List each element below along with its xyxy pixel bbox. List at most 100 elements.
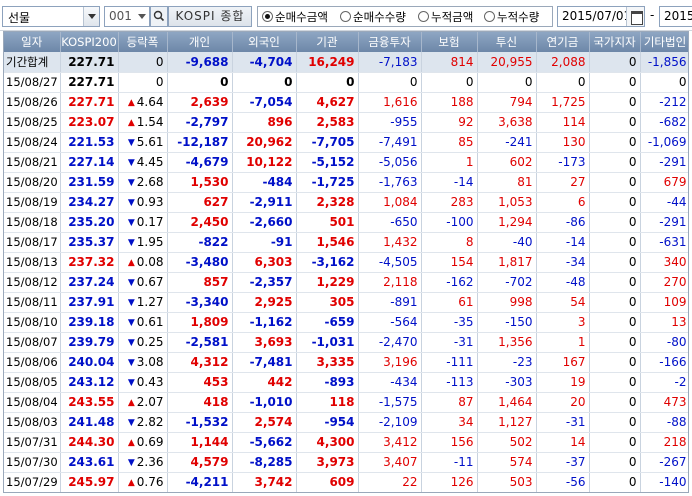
inst-cell: 2,583	[296, 112, 359, 133]
table-row[interactable]: 15/08/18 235.20 ▼ 0.17 2,450 -2,660 501 -650 -10…	[4, 212, 688, 233]
table-row[interactable]: 15/08/13 237.32 ▲ 0.08 -3,480 6,303 -3,162 -4,5…	[4, 252, 688, 273]
indiv-cell: 1,530	[167, 172, 233, 193]
market-select-value: 선물	[8, 11, 31, 25]
change-value: 3.08	[136, 355, 164, 369]
table-row[interactable]: 15/07/30 243.61 ▼ 2.36 4,579 -8,285 3,973 3,407…	[4, 452, 688, 473]
column-header[interactable]: 기타법인	[640, 32, 688, 52]
table-row[interactable]: 15/08/03 241.48 ▼ 2.82 -1,532 2,574 -954 -2,109…	[4, 412, 688, 433]
down-triangle-icon: ▼	[127, 418, 135, 428]
down-triangle-icon: ▼	[127, 198, 135, 208]
end-date-field[interactable]: 2015/	[659, 6, 692, 27]
table-row[interactable]: 15/08/10 239.18 ▼ 0.61 1,809 -1,162 -659 -564 -3…	[4, 312, 688, 333]
foreign-cell: 0	[232, 72, 297, 93]
table-row[interactable]: 15/07/29 245.97 ▲ 0.76 -4,211 3,742 609 22 126 50…	[4, 472, 688, 492]
indiv-cell: -4,679	[167, 152, 233, 173]
column-header[interactable]: 외국인	[232, 32, 297, 52]
table-row[interactable]: 15/08/20 231.59 ▼ 2.68 1,530 -484 -1,725 -1,763…	[4, 172, 688, 193]
calendar-icon[interactable]	[626, 7, 644, 26]
gov-cell: 0	[589, 132, 641, 153]
table-row[interactable]: 15/08/04 243.55 ▲ 2.07 418 -1,010 118 -1,575 87 1…	[4, 392, 688, 413]
ins-cell: -113	[421, 372, 478, 393]
inst-cell: 0	[296, 72, 359, 93]
table-row[interactable]: 15/08/21 227.14 ▼ 4.45 -4,679 10,122 -5,152 -5,…	[4, 152, 688, 173]
kospi-cell: 245.97	[60, 472, 119, 492]
gov-cell: 0	[589, 372, 641, 393]
ins-cell: -11	[421, 452, 478, 473]
other-cell: -140	[640, 472, 688, 492]
trust-cell: 1,053	[477, 192, 537, 213]
ins-cell: 34	[421, 412, 478, 433]
kospi-cell: 239.79	[60, 332, 119, 353]
radio-empty-icon	[484, 11, 495, 22]
chevron-down-icon[interactable]	[83, 7, 99, 26]
other-cell: 218	[640, 432, 688, 453]
foreign-cell: 3,742	[232, 472, 297, 492]
other-cell: -212	[640, 92, 688, 113]
trust-cell: 20,955	[477, 52, 537, 73]
fin-cell: -7,491	[358, 132, 422, 153]
gov-cell: 0	[589, 252, 641, 273]
table-row[interactable]: 15/08/24 221.53 ▼ 5.61 -12,187 20,962 -7,705 -7…	[4, 132, 688, 153]
pension-cell: 27	[536, 172, 590, 193]
date-cell: 15/08/03	[4, 412, 61, 433]
other-cell: 340	[640, 252, 688, 273]
period-total-row[interactable]: 기간합계 227.71 0 -9,688 -4,704 16,249 -7,183 814 20…	[4, 52, 688, 73]
investor-grid[interactable]: 일자 KOSPI200 등락폭 개인 외국인 기관 금융투자 보험 투신 연기금 국가지자 기타법인 …	[3, 31, 689, 493]
table-row[interactable]: 15/07/31 244.30 ▲ 0.69 1,144 -5,662 4,300 3,412…	[4, 432, 688, 453]
radio-net-buy-amount[interactable]: 순매수금액	[262, 9, 328, 25]
table-row[interactable]: 15/08/11 237.91 ▼ 1.27 -3,340 2,925 305 -891 61 9…	[4, 292, 688, 313]
table-row[interactable]: 15/08/12 237.24 ▼ 0.67 857 -2,357 1,229 2,118 -1…	[4, 272, 688, 293]
kospi-cell: 227.14	[60, 152, 119, 173]
column-header[interactable]: 국가지자	[589, 32, 641, 52]
column-header[interactable]: 금융투자	[358, 32, 422, 52]
kospi-cell: 241.48	[60, 412, 119, 433]
table-row[interactable]: 15/08/07 239.79 ▼ 0.25 -2,581 3,693 -1,031 -2,4…	[4, 332, 688, 353]
change-value: 2.68	[136, 175, 164, 189]
gov-cell: 0	[589, 472, 641, 492]
fin-cell: 3,407	[358, 452, 422, 473]
foreign-cell: -4,704	[232, 52, 297, 73]
change-value: 0.69	[136, 435, 164, 449]
change-cell: ▼ 5.61	[118, 132, 168, 153]
start-date-field[interactable]: 2015/07/01	[557, 6, 645, 27]
chevron-down-icon[interactable]	[135, 7, 149, 26]
column-header[interactable]: 보험	[421, 32, 478, 52]
column-header[interactable]: 기관	[296, 32, 359, 52]
market-select[interactable]: 선물	[2, 6, 100, 27]
down-triangle-icon: ▼	[127, 218, 135, 228]
indiv-cell: 418	[167, 392, 233, 413]
change-cell: ▲ 0.08	[118, 252, 168, 273]
pension-cell: -173	[536, 152, 590, 173]
indiv-cell: 2,450	[167, 212, 233, 233]
change-cell: ▼ 1.95	[118, 232, 168, 253]
column-header[interactable]: 투신	[477, 32, 537, 52]
radio-cumulative-quantity[interactable]: 누적수량	[484, 9, 539, 25]
date-range-separator: -	[650, 8, 655, 22]
column-header[interactable]: 등락폭	[118, 32, 168, 52]
column-header[interactable]: 연기금	[536, 32, 590, 52]
table-row[interactable]: 15/08/26 227.71 ▲ 4.64 2,639 -7,054 4,627 1,616…	[4, 92, 688, 113]
table-row[interactable]: 15/08/17 235.37 ▼ 1.95 -822 -91 1,546 1,432 8 -40…	[4, 232, 688, 253]
column-header[interactable]: KOSPI200	[60, 32, 119, 52]
table-row[interactable]: 15/08/25 223.07 ▲ 1.54 -2,797 896 2,583 -955 92 3…	[4, 112, 688, 133]
search-button[interactable]	[150, 6, 168, 27]
column-header[interactable]: 일자	[4, 32, 61, 52]
column-header[interactable]: 개인	[167, 32, 233, 52]
change-cell: ▼ 2.68	[118, 172, 168, 193]
radio-cumulative-amount[interactable]: 누적금액	[418, 9, 473, 25]
ins-cell: 87	[421, 392, 478, 413]
table-row[interactable]: 15/08/27 227.71 0 0 0 0 0 0 0 0 0 0	[4, 72, 688, 93]
table-row[interactable]: 15/08/19 234.27 ▼ 0.93 627 -2,911 2,328 1,084 28…	[4, 192, 688, 213]
radio-net-buy-quantity[interactable]: 순매수수량	[340, 9, 406, 25]
date-cell: 15/08/24	[4, 132, 61, 153]
gov-cell: 0	[589, 232, 641, 253]
code-select[interactable]: 001	[104, 6, 150, 27]
trust-cell: 0	[477, 72, 537, 93]
table-row[interactable]: 15/08/06 240.04 ▼ 3.08 4,312 -7,481 3,335 3,196…	[4, 352, 688, 373]
gov-cell: 0	[589, 352, 641, 373]
indiv-cell: 4,312	[167, 352, 233, 373]
table-row[interactable]: 15/08/05 243.12 ▼ 0.43 453 442 -893 -434 -113 -30…	[4, 372, 688, 393]
fin-cell: 3,196	[358, 352, 422, 373]
kospi-cell: 234.27	[60, 192, 119, 213]
radio-label: 누적금액	[431, 10, 474, 24]
